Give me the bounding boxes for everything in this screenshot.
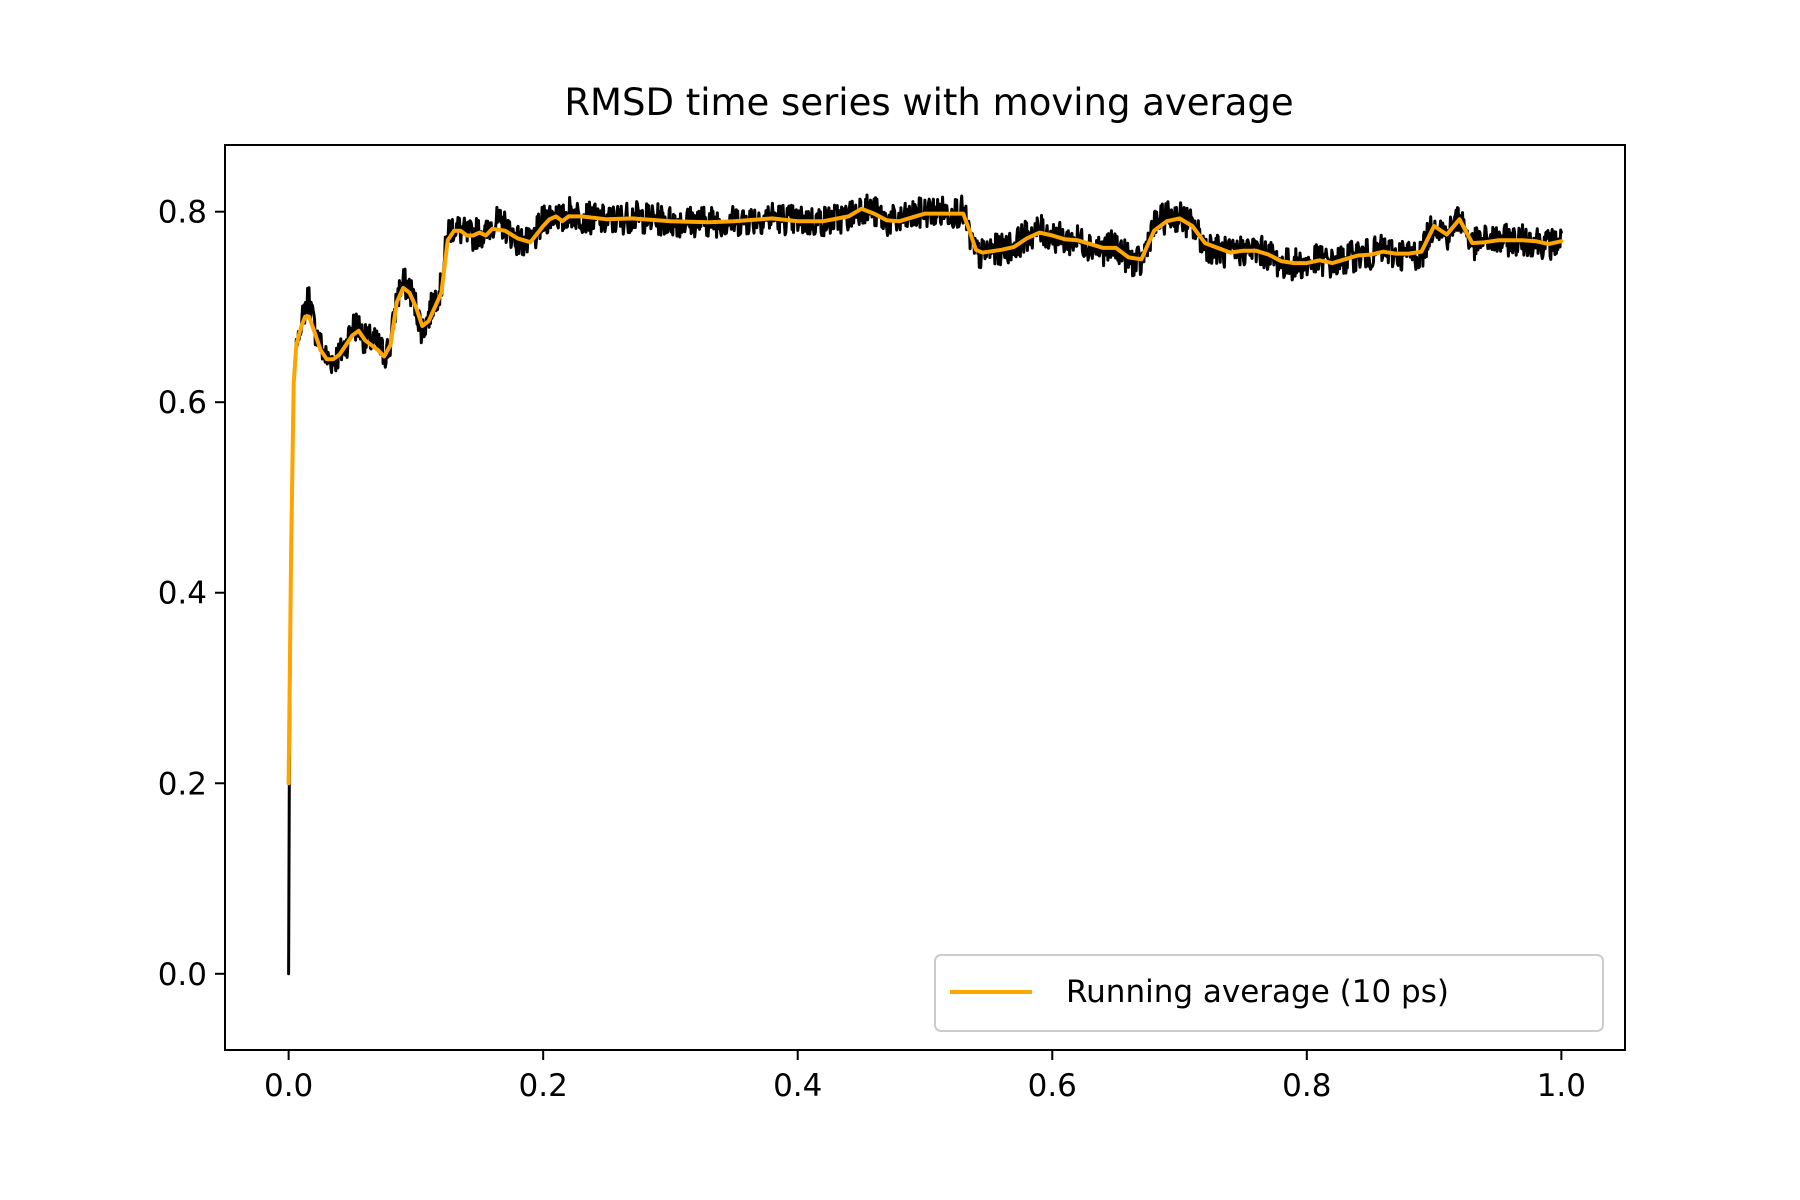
plot-frame [224,144,1626,1051]
legend-label-running-average: Running average (10 ps) [1066,974,1449,1010]
x-tick-label: 0.4 [773,1068,822,1104]
rmsd-series-line [287,193,1563,976]
y-tick-label: 0.0 [158,957,207,993]
y-tick-label: 0.8 [158,195,207,231]
legend: Running average (10 ps) [934,954,1604,1032]
chart-title: RMSD time series with moving average [564,81,1293,124]
y-tick-label: 0.4 [158,576,207,612]
x-tick-label: 0.6 [1028,1068,1077,1104]
x-tick-label: 0.2 [519,1068,568,1104]
x-tick-label: 1.0 [1537,1068,1586,1104]
y-tick-label: 0.6 [158,385,207,421]
y-axis: 0.0 0.2 0.4 0.6 0.8 [158,195,225,993]
running-average-series-line [286,206,1564,786]
series-layer [286,193,1564,976]
x-tick-label: 0.0 [264,1068,313,1104]
legend-box [934,954,1604,1032]
x-axis: 0.0 0.2 0.4 0.6 0.8 1.0 [264,1050,1586,1104]
y-tick-label: 0.2 [158,766,207,802]
x-tick-label: 0.8 [1282,1068,1331,1104]
